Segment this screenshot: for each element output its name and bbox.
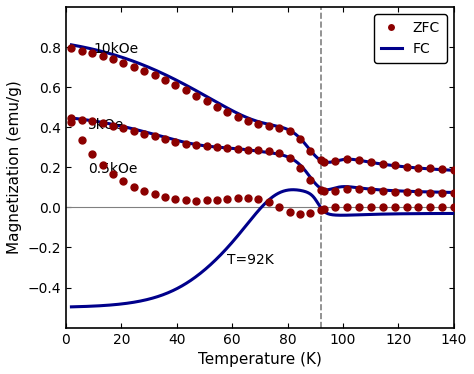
- Y-axis label: Magnetization (emu/g): Magnetization (emu/g): [7, 80, 22, 254]
- Text: 10kOe: 10kOe: [93, 42, 139, 56]
- Legend: ZFC, FC: ZFC, FC: [374, 14, 447, 63]
- X-axis label: Temperature (K): Temperature (K): [198, 352, 322, 367]
- Text: T=92K: T=92K: [227, 252, 273, 267]
- Text: 0.5kOe: 0.5kOe: [88, 162, 137, 176]
- Text: 5kOe: 5kOe: [88, 118, 124, 132]
